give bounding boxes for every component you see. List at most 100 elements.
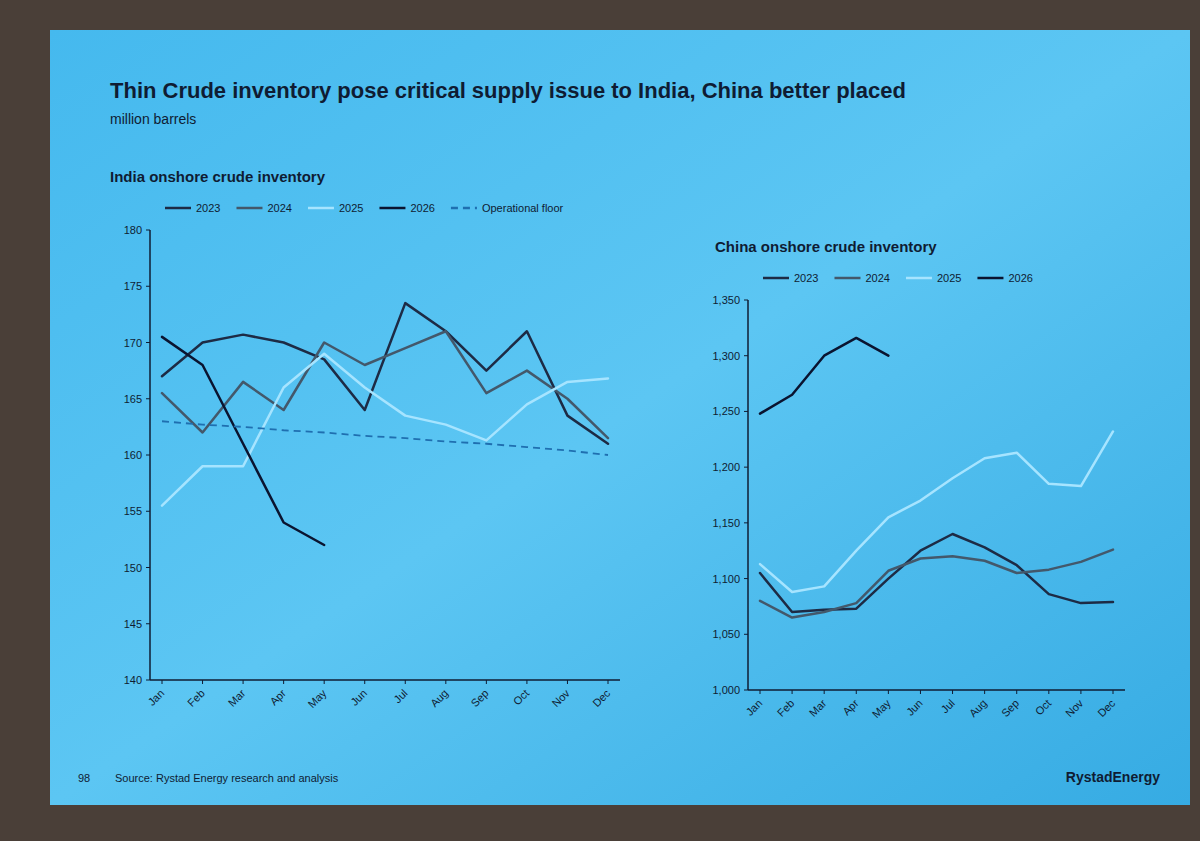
page-number: 98 [78, 772, 90, 784]
x-tick [445, 680, 446, 684]
series-line [162, 303, 608, 444]
x-tick-label: Dec [590, 687, 613, 710]
x-tick-label: Aug [967, 697, 989, 719]
x-tick-label: Mar [807, 697, 829, 719]
x-axis [150, 679, 620, 681]
y-tick-label: 1,000 [712, 684, 740, 696]
y-tick [744, 578, 748, 579]
x-tick-label: Apr [267, 687, 288, 708]
y-tick [744, 522, 748, 523]
y-tick [146, 455, 150, 456]
legend-label: 2026 [1008, 272, 1032, 284]
panel-title: China onshore crude inventory [715, 238, 937, 255]
legend-swatch [977, 277, 1003, 280]
y-tick-label: 1,250 [712, 405, 740, 417]
chart-panel: China onshore crude inventory20232024202… [712, 238, 1125, 720]
y-tick [744, 690, 748, 691]
x-tick [364, 680, 365, 684]
x-tick [888, 690, 889, 694]
y-tick-label: 1,150 [712, 517, 740, 529]
series-line [760, 431, 1113, 591]
legend-label: 2023 [794, 272, 818, 284]
legend-swatch [906, 277, 932, 280]
x-tick [243, 680, 244, 684]
x-tick-label: May [305, 687, 329, 711]
y-tick-label: 180 [124, 224, 142, 236]
y-tick-label: 170 [124, 337, 142, 349]
x-axis [748, 689, 1125, 691]
series-line [162, 331, 608, 438]
x-tick-label: Oct [511, 687, 532, 708]
x-tick-label: Apr [840, 697, 861, 718]
x-tick [1113, 690, 1114, 694]
x-tick [324, 680, 325, 684]
legend-swatch [379, 207, 405, 210]
x-tick-label: Sep [468, 687, 490, 709]
series-group [162, 303, 608, 545]
slide-canvas: Thin Crude inventory pose critical suppl… [0, 0, 1200, 841]
x-tick-label: Jan [743, 697, 764, 718]
x-tick [202, 680, 203, 684]
y-tick-label: 160 [124, 449, 142, 461]
y-tick-label: 155 [124, 505, 142, 517]
x-tick-label: Jul [391, 687, 409, 705]
legend: 2023202420252026Operational floor [165, 202, 564, 214]
chart-panel: India onshore crude inventory 20232024202… [110, 168, 620, 710]
y-tick-label: 1,200 [712, 461, 740, 473]
series-line [162, 421, 608, 455]
y-tick [744, 467, 748, 468]
series-line [162, 337, 324, 545]
y-tick-label: 1,300 [712, 350, 740, 362]
x-tick-label: Jan [145, 687, 166, 708]
y-tick-label: 150 [124, 562, 142, 574]
x-tick [1016, 690, 1017, 694]
y-tick [146, 398, 150, 399]
y-tick-label: 1,350 [712, 294, 740, 306]
legend-swatch [165, 207, 191, 210]
x-tick-label: Feb [775, 697, 797, 719]
x-tick [567, 680, 568, 684]
x-tick-label: Aug [428, 687, 450, 709]
legend-swatch [308, 207, 334, 210]
y-tick [146, 286, 150, 287]
slide-subtitle: million barrels [110, 111, 196, 127]
x-tick [526, 680, 527, 684]
legend-label: Operational floor [482, 202, 564, 214]
x-tick-label: Jun [904, 697, 925, 718]
legend-label: 2025 [937, 272, 961, 284]
x-tick-label: May [870, 697, 894, 721]
legend-swatch [236, 207, 262, 210]
legend: 2023202420252026 [763, 272, 1033, 284]
x-tick-label: Sep [999, 697, 1021, 719]
x-tick [856, 690, 857, 694]
x-tick [1080, 690, 1081, 694]
y-tick-label: 145 [124, 618, 142, 630]
y-tick [744, 411, 748, 412]
legend-label: 2024 [267, 202, 291, 214]
series-line [760, 338, 888, 414]
logo: RystadEnergy [1066, 769, 1160, 785]
x-tick [760, 690, 761, 694]
x-tick [792, 690, 793, 694]
legend-swatch [834, 277, 860, 280]
x-tick-label: Nov [1063, 697, 1086, 720]
panel-title: India onshore crude inventory [110, 168, 326, 185]
series-line [760, 534, 1113, 612]
slide-background [50, 30, 1190, 805]
x-tick-label: Dec [1095, 697, 1118, 720]
y-tick [146, 623, 150, 624]
x-tick [952, 690, 953, 694]
x-tick-label: Nov [550, 687, 573, 710]
x-tick [920, 690, 921, 694]
x-tick [486, 680, 487, 684]
x-tick [283, 680, 284, 684]
y-axis [747, 300, 749, 690]
y-tick-label: 1,100 [712, 573, 740, 585]
y-tick [744, 300, 748, 301]
source-note: Source: Rystad Energy research and analy… [115, 772, 339, 784]
y-tick-label: 1,050 [712, 628, 740, 640]
y-tick-label: 175 [124, 280, 142, 292]
y-tick [146, 230, 150, 231]
series-line [162, 354, 608, 506]
x-tick-label: Feb [185, 687, 207, 709]
